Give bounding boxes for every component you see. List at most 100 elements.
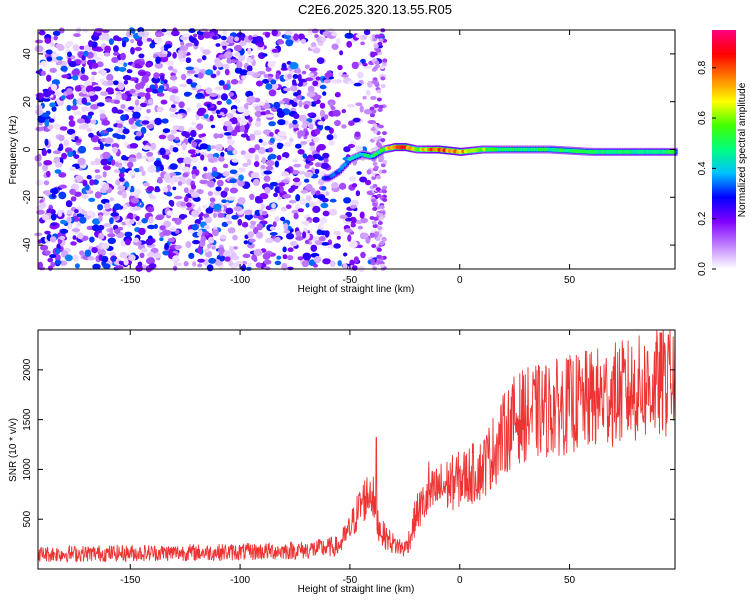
spectrogram-cell [229,187,238,194]
spectrogram-cell [318,178,325,186]
spectrogram-cell [263,266,271,271]
spectrogram-cell [171,30,180,37]
spectrogram-cell [153,224,158,229]
spectrogram-cell [206,153,215,159]
spectrogram-cell [102,257,108,263]
spectrogram-cell [217,212,225,218]
spectrogram-cell [253,248,263,256]
spectrogram-cell [229,59,239,63]
spectrogram-cell [85,184,90,191]
spectrogram-cell [80,74,89,81]
spectrogram-cell [319,102,326,109]
spectrogram-cell [60,219,67,225]
x-tick-label: -100 [230,275,250,286]
spectrogram-cell [51,192,56,199]
colorbar: 0.0 0.2 0.4 0.6 0.8 Normalized spectral ampl… [697,30,748,276]
spectrogram-cell [303,104,309,110]
spectrogram-cell [179,45,189,51]
spectrogram-cell [126,69,133,74]
spectrogram-cell [52,30,61,36]
spectrogram-cell [267,155,272,161]
spectrogram-cell [66,216,72,224]
spectrogram-cell [347,144,355,148]
spectrogram-cell [263,259,272,265]
spectrogram-cell [242,162,249,167]
spectrogram-cell [161,118,169,124]
spectrogram-cell [288,122,293,129]
spectrogram-cell [377,233,383,238]
spectrogram-cell [134,47,142,51]
spectrogram-cell [71,69,81,76]
spectrogram-cell [341,109,346,114]
spectrogram-cell [47,124,54,130]
spectrogram-cell [163,220,172,228]
spectrogram-cell [201,204,208,209]
y-tick-label: -40 [22,237,33,252]
spectrogram-cell [215,186,222,192]
spectrogram-cell [237,106,246,113]
spectrogram-cell [321,186,327,191]
spectrogram-cell [141,120,150,125]
spectrogram-cell [104,202,111,210]
spectrogram-cell [49,236,57,243]
spectrogram-cell [250,55,255,60]
spectrogram-cell [372,202,378,207]
spectrogram-cell [214,57,221,66]
spectrogram-cell [356,171,362,175]
spectrogram-cell [154,117,163,126]
spectrogram-cell [191,210,200,218]
spectrogram-cell [222,63,230,69]
spectrogram-cell [93,56,102,61]
spectrogram-cell [288,199,297,204]
spectrogram-cell [337,260,342,267]
spectrogram-cell [297,256,304,261]
spectrogram-cell [138,53,145,59]
spectrogram-cell [329,260,336,267]
spectrogram-cell [79,216,87,224]
spectrogram-cell [115,109,124,114]
spectrogram-cell [235,99,241,104]
spectrogram-cell [46,170,51,178]
spectrogram-cell [330,106,336,111]
spectrogram-cell [308,72,315,77]
spectrogram-cell [193,39,199,47]
spectrogram-cell [68,115,74,121]
spectrogram-cell [69,166,76,171]
spectrogram-cell [176,163,182,170]
spectrogram-cell [343,197,352,204]
spectrogram-cell [224,51,233,59]
colorbar-tick-label: 0.8 [697,60,708,74]
spectrogram-cell [249,224,256,229]
spectrogram-cell [249,133,256,141]
spectrogram-cell [195,149,200,154]
spectrogram-cell [106,80,115,86]
spectrogram-cell [87,59,94,66]
spectrogram-cell [70,196,77,202]
spectrogram-cell [342,263,348,270]
spectrogram-cell [91,224,100,232]
snr-series [37,329,676,564]
spectrogram-cell [226,57,232,64]
spectrogram-cell [324,230,330,238]
spectrogram-cell [163,79,168,84]
spectrogram-cell [376,193,382,198]
colorbar-tick-label: 0.0 [697,262,708,276]
spectrogram-cell [174,245,182,249]
spectrogram-cell [359,211,365,219]
spectrogram-cell [126,31,131,38]
spectrogram-cell [258,138,263,143]
spectrogram-cell [200,235,207,243]
spectrogram-cell [268,121,276,127]
spectrogram-cell [230,79,239,85]
spectrogram-cell [348,120,355,126]
spectrogram-cell [255,80,264,87]
spectrogram-cell [54,169,62,174]
spectrogram-cell [379,205,385,210]
spectrogram-cell [145,238,154,246]
spectrogram-cell [136,152,142,159]
spectrogram-cell [159,55,169,63]
y-tick-label: 20 [22,96,33,108]
spectrogram-cell [113,169,120,173]
spectrogram-cell [378,216,384,221]
